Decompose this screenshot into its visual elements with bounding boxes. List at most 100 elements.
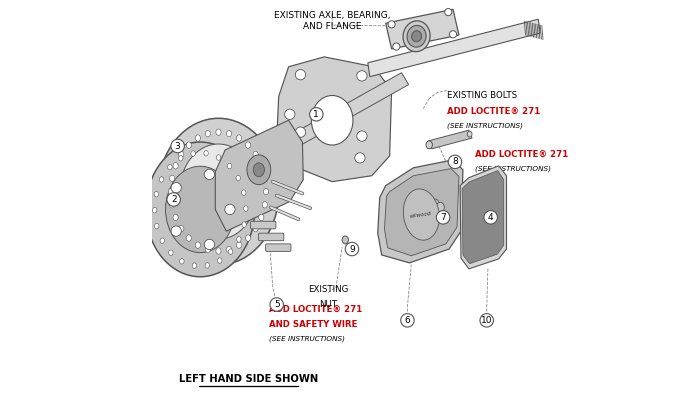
- Ellipse shape: [246, 142, 251, 148]
- Ellipse shape: [180, 144, 257, 239]
- Text: ADD LOCTITE® 271: ADD LOCTITE® 271: [447, 107, 540, 116]
- Text: 7: 7: [440, 213, 446, 222]
- Polygon shape: [428, 130, 472, 149]
- Circle shape: [357, 131, 367, 141]
- Ellipse shape: [216, 129, 221, 135]
- Ellipse shape: [204, 150, 208, 156]
- Ellipse shape: [168, 164, 172, 170]
- Circle shape: [289, 147, 300, 157]
- Ellipse shape: [342, 236, 349, 244]
- Text: 9: 9: [349, 245, 355, 253]
- Ellipse shape: [205, 130, 211, 137]
- Circle shape: [309, 108, 323, 121]
- Text: AND SAFETY WIRE: AND SAFETY WIRE: [269, 320, 357, 328]
- Text: EXISTING AXLE, BEARING,
AND FLANGE: EXISTING AXLE, BEARING, AND FLANGE: [274, 11, 391, 31]
- Ellipse shape: [160, 177, 164, 182]
- Text: 4: 4: [488, 213, 494, 222]
- Circle shape: [167, 193, 181, 206]
- Text: (SEE INSTRUCTIONS): (SEE INSTRUCTIONS): [447, 122, 523, 129]
- Ellipse shape: [259, 214, 264, 221]
- FancyBboxPatch shape: [251, 221, 276, 229]
- Ellipse shape: [153, 207, 157, 213]
- Circle shape: [225, 204, 235, 215]
- Polygon shape: [368, 19, 540, 77]
- Ellipse shape: [216, 155, 221, 160]
- Ellipse shape: [241, 190, 246, 196]
- Text: NUT: NUT: [319, 300, 337, 309]
- Ellipse shape: [180, 259, 184, 264]
- Ellipse shape: [246, 235, 251, 241]
- Polygon shape: [384, 169, 459, 256]
- Ellipse shape: [178, 225, 184, 232]
- Ellipse shape: [169, 250, 173, 255]
- Polygon shape: [460, 166, 507, 269]
- Circle shape: [357, 71, 367, 81]
- Polygon shape: [462, 171, 504, 264]
- Ellipse shape: [228, 163, 232, 169]
- Ellipse shape: [218, 258, 222, 263]
- Ellipse shape: [403, 189, 440, 240]
- Ellipse shape: [193, 263, 197, 269]
- Ellipse shape: [166, 166, 235, 253]
- Ellipse shape: [191, 151, 195, 156]
- Ellipse shape: [253, 151, 258, 158]
- Polygon shape: [239, 73, 409, 176]
- Circle shape: [480, 314, 494, 327]
- Circle shape: [444, 8, 452, 16]
- Text: 8: 8: [452, 157, 458, 166]
- Ellipse shape: [407, 26, 426, 47]
- Ellipse shape: [242, 222, 246, 227]
- Ellipse shape: [431, 199, 439, 209]
- Ellipse shape: [228, 249, 232, 255]
- Circle shape: [204, 169, 215, 180]
- Circle shape: [171, 183, 181, 193]
- Ellipse shape: [195, 135, 200, 141]
- Text: 3: 3: [175, 142, 181, 150]
- Ellipse shape: [155, 223, 159, 229]
- Text: ADD LOCTITE® 271: ADD LOCTITE® 271: [269, 304, 362, 314]
- Ellipse shape: [205, 246, 211, 253]
- Ellipse shape: [173, 214, 178, 221]
- Ellipse shape: [237, 242, 242, 248]
- Ellipse shape: [244, 206, 248, 211]
- Text: EXISTING: EXISTING: [308, 285, 349, 294]
- Text: (SEE INSTRUCTIONS): (SEE INSTRUCTIONS): [269, 336, 345, 342]
- Circle shape: [393, 43, 400, 50]
- Text: 6: 6: [405, 316, 410, 325]
- Circle shape: [345, 242, 358, 256]
- Ellipse shape: [160, 238, 164, 243]
- Text: 5: 5: [274, 300, 279, 309]
- Ellipse shape: [158, 118, 279, 265]
- Ellipse shape: [205, 263, 209, 268]
- Ellipse shape: [237, 237, 241, 242]
- Ellipse shape: [169, 175, 175, 182]
- FancyBboxPatch shape: [258, 233, 284, 241]
- Text: wilwood: wilwood: [410, 211, 432, 219]
- Ellipse shape: [186, 142, 191, 148]
- Circle shape: [388, 21, 395, 28]
- Circle shape: [204, 239, 215, 250]
- Ellipse shape: [169, 201, 175, 208]
- Ellipse shape: [186, 235, 191, 241]
- Ellipse shape: [263, 188, 269, 195]
- Ellipse shape: [426, 141, 433, 149]
- Circle shape: [400, 314, 414, 327]
- Ellipse shape: [436, 202, 445, 213]
- Circle shape: [484, 211, 498, 224]
- Ellipse shape: [227, 130, 232, 137]
- Text: EXISTING BOLTS: EXISTING BOLTS: [447, 91, 517, 99]
- Circle shape: [171, 139, 184, 153]
- Ellipse shape: [253, 163, 265, 177]
- Circle shape: [355, 153, 365, 163]
- Ellipse shape: [259, 163, 264, 169]
- Ellipse shape: [262, 201, 267, 208]
- Ellipse shape: [403, 21, 430, 52]
- FancyBboxPatch shape: [265, 244, 291, 251]
- Polygon shape: [378, 160, 463, 263]
- Circle shape: [295, 69, 306, 80]
- Circle shape: [171, 226, 181, 236]
- Circle shape: [295, 127, 306, 137]
- Circle shape: [436, 211, 450, 224]
- Ellipse shape: [468, 131, 472, 137]
- Text: LEFT HAND SIDE SHOWN: LEFT HAND SIDE SHOWN: [179, 374, 318, 384]
